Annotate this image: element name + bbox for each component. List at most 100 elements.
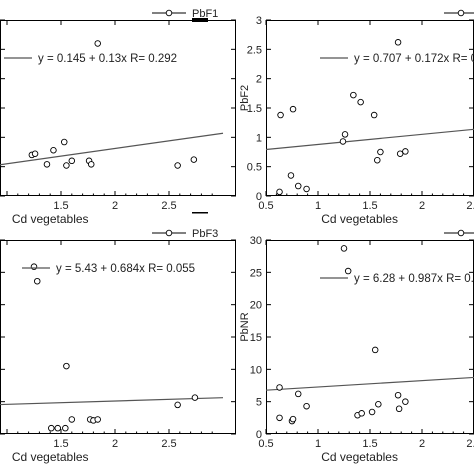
data-point (368, 408, 376, 416)
legend-label: PbF1 (192, 8, 218, 20)
data-point (62, 424, 69, 432)
y-tick-label: 30 (250, 235, 262, 247)
regression-line (266, 376, 474, 391)
data-point (394, 39, 402, 46)
legend-bar (192, 212, 208, 214)
data-point (394, 391, 402, 399)
x-tick-label: 2 (112, 200, 118, 212)
data-point (68, 157, 76, 165)
data-point (358, 410, 365, 417)
data-point (277, 111, 284, 119)
y-tick-label: 2.5 (247, 44, 262, 56)
data-point (63, 362, 70, 370)
x-tick-label: 0.5 (258, 200, 273, 212)
data-point (60, 138, 68, 146)
legend-marker (165, 229, 173, 237)
y-tick-label: 10 (250, 364, 262, 376)
data-point (94, 40, 101, 47)
legend-bar (192, 18, 208, 22)
x-tick-label: 2 (419, 438, 425, 450)
x-tick-label: 2.5 (466, 438, 474, 450)
data-point (289, 105, 297, 113)
data-point (174, 162, 181, 169)
y-tick-label: 2 (256, 74, 262, 86)
y-tick-label: 0 (256, 429, 262, 441)
regression-equation: y = 6.28 + 0.987x R= 0.0802 (354, 273, 474, 285)
data-point (294, 182, 302, 190)
data-point (190, 156, 198, 163)
data-point (340, 245, 348, 252)
legend-marker (457, 229, 465, 237)
data-point (54, 424, 62, 432)
y-axis-label: PbF2 (239, 85, 251, 111)
data-point (375, 401, 382, 408)
x-axis-label: Cd vegetables (321, 450, 398, 464)
data-point (50, 146, 57, 154)
x-tick-label: 1.5 (53, 200, 68, 212)
data-point (94, 416, 101, 423)
x-tick-label: 1.5 (362, 438, 377, 450)
data-point (287, 172, 295, 179)
legend-marker (165, 9, 173, 17)
y-tick-label: 1.5 (247, 103, 262, 115)
data-point (276, 188, 283, 196)
data-point (350, 91, 357, 99)
y-tick-label: 0.5 (247, 162, 262, 174)
data-point (31, 150, 39, 158)
data-point (344, 267, 352, 275)
y-tick-label: 1 (256, 132, 262, 144)
panel-pbf3: 1.5 2 2.5 Cd vegetables y = 5.43 + 0.684x R=… (0, 212, 236, 464)
data-point (276, 384, 283, 391)
data-point (68, 416, 76, 423)
x-tick-label: 2.5 (466, 200, 474, 212)
x-tick-label: 2.5 (161, 438, 176, 450)
regression-line (0, 132, 224, 166)
data-point (402, 398, 409, 405)
panel-pbnr: 0.5 1 1.5 2 2.5 0 5 10 15 20 25 30 Cd vegetables PbNR… (239, 229, 474, 464)
data-point (374, 156, 381, 164)
regression-equation: y = 0.145 + 0.13x R= 0.292 (38, 53, 177, 65)
y-tick-label: 3 (256, 15, 262, 27)
data-point (303, 185, 310, 193)
panel-pbf1: 1.5 2 2.5 Cd vegetables y = 0.145 + 0.13x R=… (0, 8, 236, 226)
y-tick-label: 0 (256, 191, 262, 203)
legend-marker (457, 9, 465, 17)
data-point (357, 98, 364, 106)
x-tick-label: 2 (112, 438, 118, 450)
x-tick-label: 2.5 (161, 200, 176, 212)
x-tick-label: 1 (315, 200, 321, 212)
regression-equation: y = 5.43 + 0.684x R= 0.055 (56, 263, 195, 275)
data-point (341, 131, 349, 138)
data-point (402, 148, 409, 155)
data-point (30, 263, 38, 270)
x-axis-label: Cd vegetables (12, 212, 89, 226)
data-point (377, 148, 384, 156)
data-point (339, 138, 347, 145)
data-point (276, 414, 283, 422)
y-tick-label: 15 (250, 332, 262, 344)
data-point (294, 390, 302, 398)
data-point (33, 277, 41, 285)
regression-line (0, 397, 224, 406)
y-tick-label: 5 (256, 397, 262, 409)
x-tick-label: 1.5 (53, 438, 68, 450)
data-point (48, 424, 55, 432)
regression-line (266, 128, 474, 151)
x-axis-label: Cd vegetables (12, 450, 89, 464)
data-point (396, 150, 404, 158)
data-point (174, 401, 181, 409)
regression-equation: y = 0.707 + 0.172x R= 0.165 (354, 53, 474, 65)
y-tick-label: 25 (250, 267, 262, 279)
x-tick-label: 2 (419, 200, 425, 212)
data-point (43, 161, 51, 168)
plot-frame (266, 20, 474, 196)
x-tick-label: 1 (315, 438, 321, 450)
data-point (191, 394, 199, 401)
x-axis-label: Cd vegetables (321, 212, 398, 226)
x-tick-label: 0.5 (258, 438, 273, 450)
plot-frame (0, 20, 236, 196)
data-point (395, 405, 403, 413)
y-axis-label: PbNR (239, 312, 251, 341)
data-point (371, 346, 379, 354)
